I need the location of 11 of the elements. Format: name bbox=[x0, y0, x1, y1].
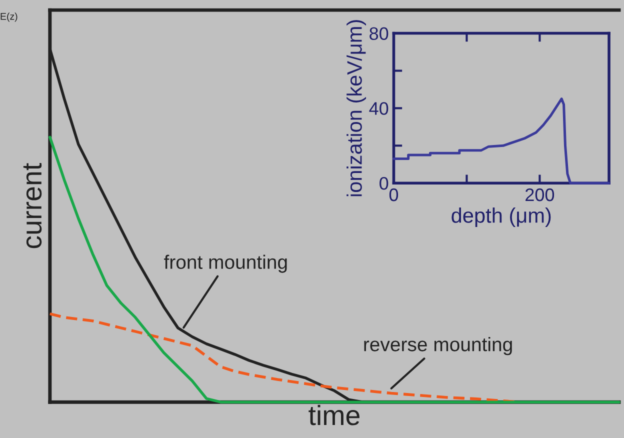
annotation: front mounting bbox=[164, 254, 287, 273]
y-axis-title: current bbox=[23, 163, 42, 248]
x-tick-label: 200 bbox=[526, 188, 554, 202]
annotation: reverse mounting bbox=[364, 337, 512, 356]
y-tick-label: 80 bbox=[370, 27, 388, 40]
text: E(z) bbox=[0, 12, 18, 22]
x-axis-title: time bbox=[308, 404, 360, 426]
x-axis-title: depth (μm) bbox=[452, 208, 551, 227]
y-tick-label: 0 bbox=[380, 177, 388, 190]
y-axis-title: ionization (keV/μm) bbox=[346, 20, 366, 196]
y-tick-label: 40 bbox=[369, 102, 388, 115]
